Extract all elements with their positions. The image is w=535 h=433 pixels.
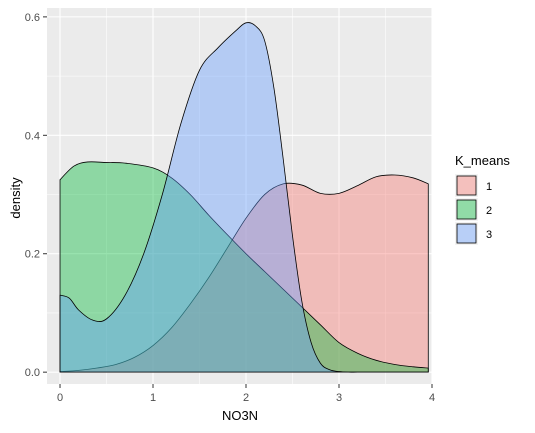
x-tick-label: 4	[429, 392, 435, 404]
legend-label-1: 1	[486, 181, 492, 193]
x-axis-title: NO3N	[222, 408, 258, 423]
legend-swatch-2	[456, 199, 477, 220]
legend-title: K_means	[455, 153, 510, 168]
y-tick-label: 0.6	[25, 12, 40, 24]
x-tick-label: 2	[243, 392, 249, 404]
x-tick-label: 3	[336, 392, 342, 404]
axis-ticks: 0 1 2 3 4 0.0 0.2 0.4 0.6	[25, 12, 435, 404]
x-tick-label: 1	[150, 392, 156, 404]
legend-key-background	[455, 222, 478, 245]
density-area-series-1	[59, 174, 429, 373]
legend-label-3: 3	[486, 229, 492, 241]
legend-swatch-1	[456, 175, 477, 196]
legend-key-background	[455, 198, 478, 221]
y-tick-label: 0.4	[25, 130, 40, 142]
legend-key-background	[455, 174, 478, 197]
grid-lines	[47, 8, 433, 384]
y-tick-label: 0.0	[25, 367, 40, 379]
plot-panel	[47, 8, 432, 384]
y-tick-label: 0.2	[25, 249, 40, 261]
x-tick-label: 0	[57, 392, 63, 404]
legend: K_means 1 2 3	[455, 153, 510, 245]
legend-label-2: 2	[486, 205, 492, 217]
density-area-series-3	[59, 22, 429, 373]
y-axis-title: density	[8, 177, 23, 219]
legend-swatch-3	[456, 223, 477, 244]
density-areas	[59, 22, 429, 373]
density-area-series-2	[59, 161, 429, 373]
